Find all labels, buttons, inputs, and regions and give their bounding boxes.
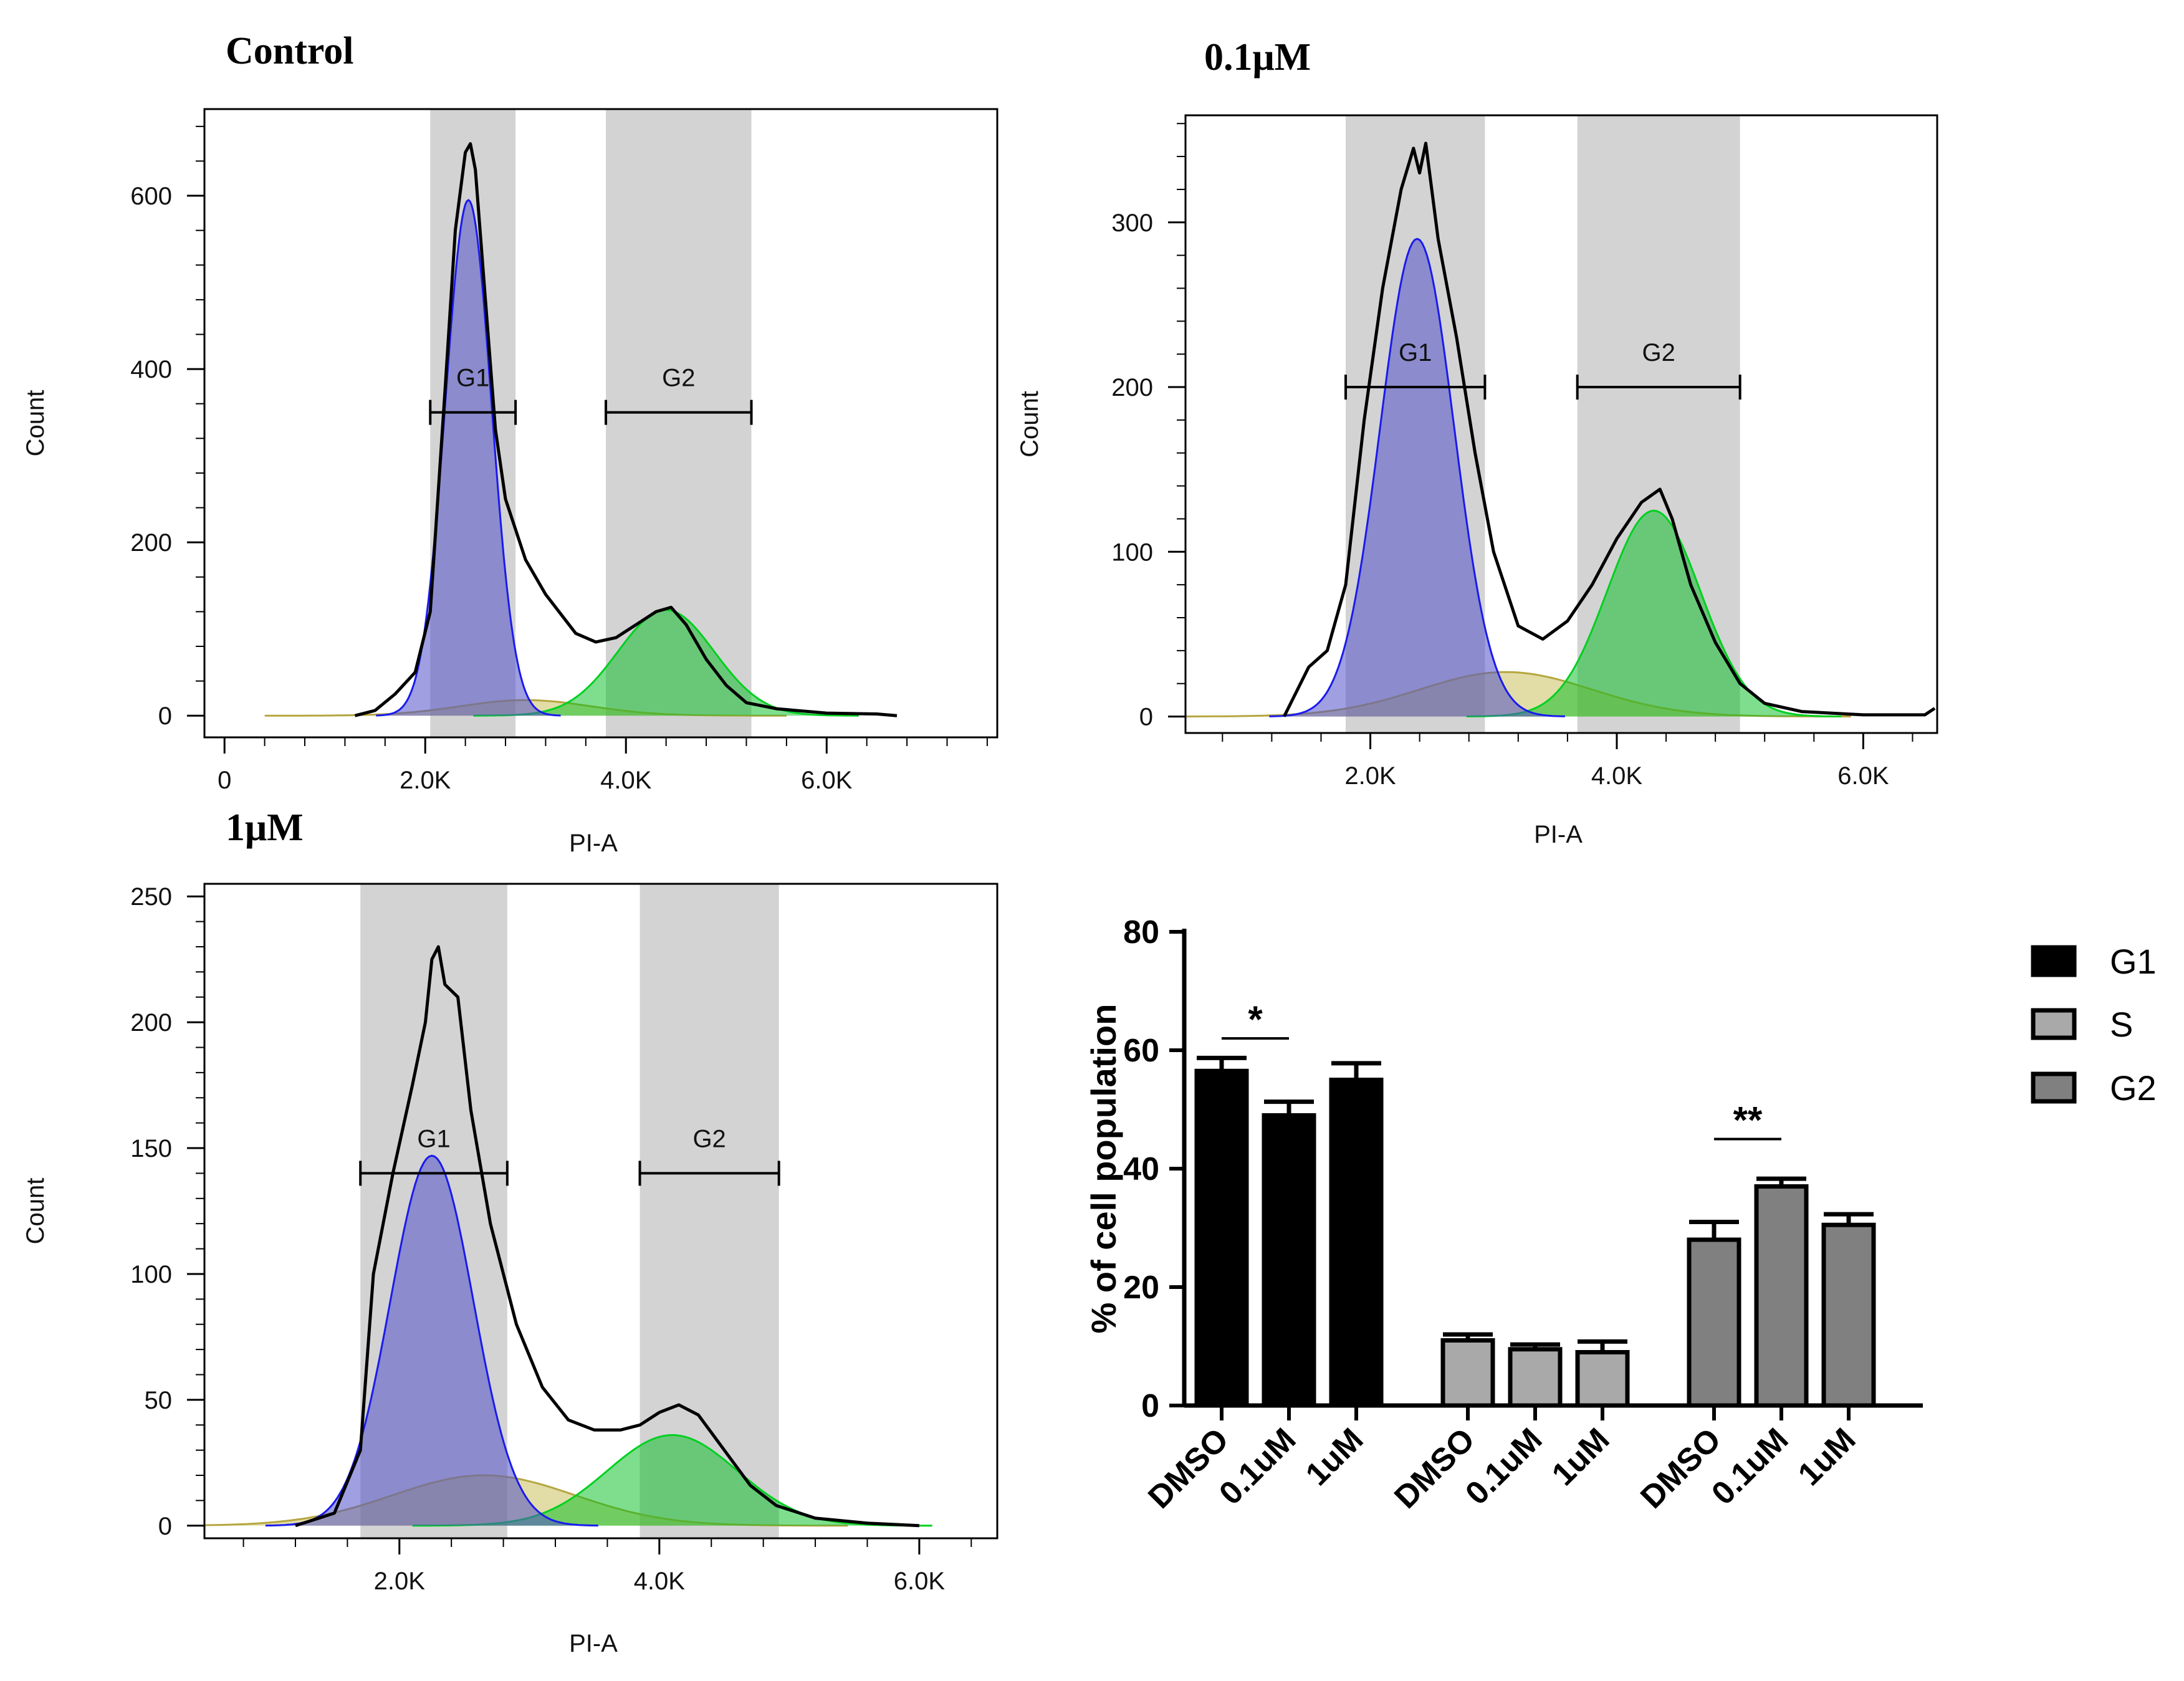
gate-label: G1	[1399, 339, 1432, 366]
g1-fit-area	[266, 1156, 598, 1526]
bar-s	[1440, 1338, 1495, 1408]
histogram-line	[354, 142, 898, 717]
y-tick-label: 400	[130, 356, 172, 383]
x-axis-label: PI-A	[569, 1630, 618, 1657]
x-axis-label: PI-A	[569, 830, 618, 857]
x-tick-label: 2.0K	[374, 1568, 426, 1595]
x-tick-label: 6.0K	[801, 767, 853, 794]
g1-fit-line	[265, 1154, 598, 1527]
g1-fit-line	[1269, 237, 1565, 717]
y-tick-label: 150	[130, 1135, 172, 1162]
histogram-panel-1: G1 G2 0 100 200 300 2.0K 4.0K 6.0K 0.1μM PI-A Count	[1016, 36, 1938, 848]
g1-fit-area	[1269, 239, 1565, 717]
legend-swatch-g1	[2031, 945, 2077, 977]
plot-frame	[203, 108, 999, 739]
x-tick-label: 2.0K	[1344, 762, 1396, 790]
y-tick-label: 0	[1141, 1388, 1159, 1424]
s-phase-fit-area	[1185, 672, 1851, 717]
legend-swatch-g2	[2031, 1071, 2077, 1104]
g2-fit-area	[473, 610, 859, 716]
x-tick-label: 0.1uM	[1212, 1421, 1303, 1511]
y-axis-label: Count	[22, 390, 49, 457]
legend-label: G2	[2110, 1068, 2157, 1108]
y-tick-label: 20	[1123, 1270, 1159, 1306]
legend-swatch-s	[2031, 1008, 2077, 1040]
x-tick-label: 2.0K	[400, 767, 451, 794]
panel-title: 1μM	[226, 807, 304, 849]
plot-frame	[203, 883, 999, 1540]
y-tick-label: 300	[1111, 209, 1153, 237]
x-tick-label: 1uM	[1545, 1421, 1617, 1493]
y-axis-label: % of cell population	[1084, 1004, 1123, 1334]
y-tick-label: 100	[130, 1261, 172, 1288]
y-tick-label: 0	[158, 1513, 172, 1540]
x-axis-label: PI-A	[1534, 821, 1583, 848]
gate-label: G1	[417, 1125, 450, 1152]
y-tick-label: 40	[1123, 1151, 1159, 1187]
x-tick-label: 1uM	[1299, 1421, 1371, 1493]
panel-title: 0.1μM	[1204, 36, 1311, 79]
x-tick-label: 0.1uM	[1705, 1421, 1795, 1511]
x-tick-label: DMSO	[1141, 1421, 1235, 1515]
x-tick-label: DMSO	[1387, 1421, 1482, 1515]
y-tick-label: 600	[130, 183, 172, 210]
x-tick-label: 4.0K	[634, 1568, 686, 1595]
g1-fit-area	[376, 200, 561, 716]
x-tick-label: 0	[218, 767, 231, 794]
bar-g1	[1262, 1113, 1316, 1408]
y-axis-label: Count	[22, 1178, 49, 1245]
x-tick-label: 4.0K	[600, 767, 652, 794]
gate-label: G1	[456, 365, 489, 392]
gate-label: G2	[692, 1125, 726, 1152]
x-tick-label: 6.0K	[1837, 762, 1889, 790]
g1-fit-line	[376, 199, 561, 717]
y-tick-label: 80	[1123, 914, 1159, 951]
x-tick-label: DMSO	[1634, 1421, 1728, 1515]
x-tick-label: 1uM	[1791, 1421, 1863, 1493]
gate-label: G2	[662, 365, 695, 392]
bar-g2	[1821, 1222, 1876, 1408]
gate-label: G2	[1642, 339, 1675, 366]
bar-s	[1508, 1347, 1563, 1408]
y-tick-label: 100	[1111, 539, 1153, 566]
bar-g1	[1329, 1078, 1384, 1408]
bar-s	[1575, 1350, 1630, 1408]
y-tick-label: 0	[158, 702, 172, 730]
y-tick-label: 0	[1139, 704, 1153, 731]
bar-g1	[1194, 1068, 1249, 1408]
histogram-panel-2: G1 G2 0 50 100 150 200 250 2.0K 4.0K 6.0K 1μM PI-A Co…	[22, 807, 999, 1657]
g2-fit-area	[1466, 510, 1841, 717]
panel-title: Control	[226, 30, 354, 72]
bar-g2	[1754, 1184, 1809, 1408]
histogram-line	[295, 945, 920, 1528]
x-tick-label: 4.0K	[1591, 762, 1643, 790]
legend-label: S	[2110, 1005, 2133, 1044]
histogram-line	[1282, 141, 1936, 717]
bar-g2	[1687, 1237, 1741, 1408]
x-tick-label: 6.0K	[894, 1568, 946, 1595]
y-tick-label: 250	[130, 883, 172, 911]
histogram-panel-0: G1 G2 0 200 400 600 0 2.0K 4.0K 6.0K Control PI-A Co…	[22, 30, 999, 857]
y-tick-label: 200	[130, 529, 172, 557]
g2-fit-area	[412, 1435, 932, 1526]
x-tick-label: 0.1uM	[1458, 1421, 1549, 1511]
significance-marker: *	[1248, 999, 1263, 1040]
y-tick-label: 200	[130, 1009, 172, 1037]
significance-marker: **	[1733, 1099, 1763, 1141]
y-tick-label: 50	[145, 1387, 173, 1414]
legend-label: G1	[2110, 942, 2157, 981]
y-axis-label: Count	[1016, 391, 1043, 457]
plot-frame	[1184, 114, 1938, 734]
y-tick-label: 60	[1123, 1033, 1159, 1069]
y-tick-label: 200	[1111, 374, 1153, 401]
